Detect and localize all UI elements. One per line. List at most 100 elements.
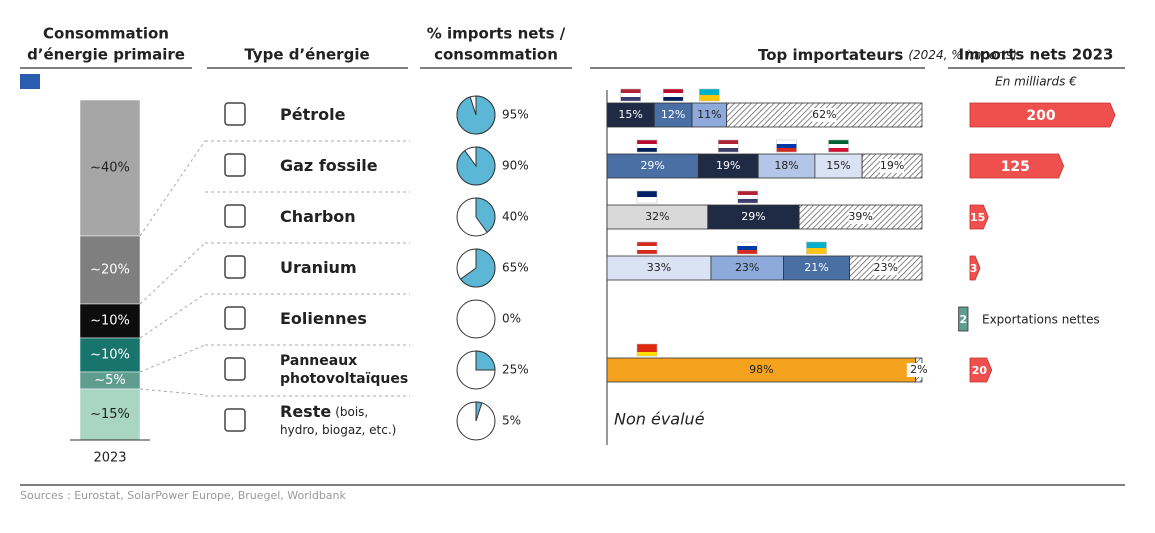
header: Type d’énergie bbox=[244, 46, 369, 64]
importer-segment bbox=[606, 357, 917, 383]
flag-stripe bbox=[737, 191, 758, 195]
header: d’énergie primaire bbox=[27, 46, 185, 64]
flag-stripe bbox=[637, 344, 657, 348]
flag-stripe bbox=[637, 191, 657, 197]
share-label: 90% bbox=[502, 159, 529, 173]
flag-border bbox=[636, 241, 658, 255]
pie-slice bbox=[475, 350, 496, 371]
not-evaluated: Non évalué bbox=[614, 410, 705, 429]
energy-name: Uranium bbox=[280, 258, 357, 277]
header-note: (2024, % imports) bbox=[908, 48, 1017, 62]
stack-segment bbox=[79, 388, 141, 441]
net-import-label: 20 bbox=[972, 364, 988, 377]
label-bg bbox=[848, 210, 873, 224]
importer-label: 21% bbox=[804, 261, 828, 274]
icon bbox=[224, 408, 246, 432]
pie-slice bbox=[456, 146, 496, 186]
header-rules bbox=[20, 67, 1125, 486]
importer-label: 19% bbox=[880, 159, 904, 172]
importer-label: 62% bbox=[812, 108, 836, 121]
flag-stripe bbox=[663, 97, 684, 101]
connector bbox=[139, 344, 206, 373]
stack-label: ~10% bbox=[90, 348, 130, 363]
energy-name-line: Eoliennes bbox=[280, 309, 367, 328]
flag-stripe bbox=[806, 242, 827, 248]
net-import-label: 200 bbox=[1026, 108, 1055, 124]
label-bg bbox=[906, 363, 931, 377]
importer-label: 33% bbox=[647, 261, 671, 274]
flag-border bbox=[737, 190, 759, 204]
importer-label: 98% bbox=[749, 363, 773, 376]
flag-border bbox=[662, 88, 684, 102]
flag-border bbox=[636, 139, 658, 153]
connector bbox=[139, 388, 206, 396]
flag-stripe bbox=[620, 93, 641, 97]
net-import-arrow bbox=[969, 255, 981, 281]
flag-stripe bbox=[737, 242, 758, 246]
share-label: 65% bbox=[502, 261, 529, 275]
importer-segment bbox=[707, 204, 800, 230]
header: Top importateurs (2024, % imports) bbox=[758, 46, 1017, 64]
flag-stripe bbox=[718, 144, 739, 148]
energy-name-line: Gaz fossile bbox=[280, 156, 378, 175]
importer-label: 39% bbox=[848, 210, 872, 223]
flag-stripe bbox=[828, 140, 849, 144]
pie-base bbox=[456, 299, 496, 339]
flag-stripe bbox=[637, 242, 657, 246]
header-title: Top importateurs bbox=[758, 46, 903, 64]
importer-segment bbox=[653, 102, 693, 128]
share-label: 5% bbox=[502, 414, 521, 428]
energy-name: Charbon bbox=[280, 207, 356, 226]
pie-slice bbox=[456, 95, 496, 135]
stack-segment bbox=[79, 99, 141, 237]
importer-segment bbox=[861, 153, 923, 179]
energy-name-line: Charbon bbox=[280, 207, 356, 226]
flag-border bbox=[620, 88, 641, 102]
pie-slice bbox=[475, 197, 496, 234]
pie-slice bbox=[459, 248, 496, 288]
net-export-label: Exportations nettes bbox=[982, 313, 1100, 327]
net-import-label: 125 bbox=[1001, 159, 1030, 175]
importer-label: 18% bbox=[774, 159, 798, 172]
net-import-arrow bbox=[969, 357, 993, 383]
flag-border bbox=[699, 88, 720, 102]
importer-segment bbox=[606, 153, 699, 179]
importer-segment bbox=[757, 153, 816, 179]
net-import-arrow bbox=[969, 102, 1116, 128]
share-label: 25% bbox=[502, 363, 529, 377]
label-bg bbox=[812, 108, 837, 122]
share-label: 95% bbox=[502, 108, 529, 122]
flag-stripe bbox=[637, 144, 657, 148]
energy-name: Eoliennes bbox=[280, 309, 367, 328]
energy-name-line: photovoltaïques bbox=[280, 371, 408, 387]
share-label: 0% bbox=[502, 312, 521, 326]
importer-label: 2% bbox=[910, 363, 927, 376]
importer-label: 23% bbox=[874, 261, 898, 274]
net-import-arrow bbox=[969, 204, 989, 230]
flag-stripe bbox=[776, 144, 797, 148]
flag-border bbox=[828, 139, 849, 153]
stack-label: ~15% bbox=[90, 407, 130, 422]
energy-name: Pétrole bbox=[280, 105, 346, 124]
importer-segment bbox=[606, 255, 712, 281]
stack-segment bbox=[79, 337, 141, 373]
source: Sources : Eurostat, SolarPower Europe, B… bbox=[20, 489, 347, 502]
flag-stripe bbox=[637, 246, 657, 250]
importer-label: 15% bbox=[826, 159, 850, 172]
importer-label: 23% bbox=[735, 261, 759, 274]
importer-label: 32% bbox=[645, 210, 669, 223]
importer-label: 11% bbox=[697, 108, 721, 121]
icon bbox=[224, 153, 246, 177]
flag-stripe bbox=[737, 250, 758, 254]
flag-stripe bbox=[637, 250, 657, 254]
stack-label: ~10% bbox=[90, 314, 130, 329]
stack-label: ~5% bbox=[94, 373, 126, 388]
flag-stripe bbox=[776, 148, 797, 152]
flag-border bbox=[776, 139, 797, 153]
flag-stripe bbox=[718, 140, 739, 144]
icon bbox=[224, 204, 246, 228]
flag-stripe bbox=[620, 97, 641, 101]
icon bbox=[224, 306, 246, 330]
energy-name: Reste (bois, hydro, biogaz, etc.) bbox=[280, 402, 396, 437]
flag-stripe bbox=[637, 352, 657, 356]
